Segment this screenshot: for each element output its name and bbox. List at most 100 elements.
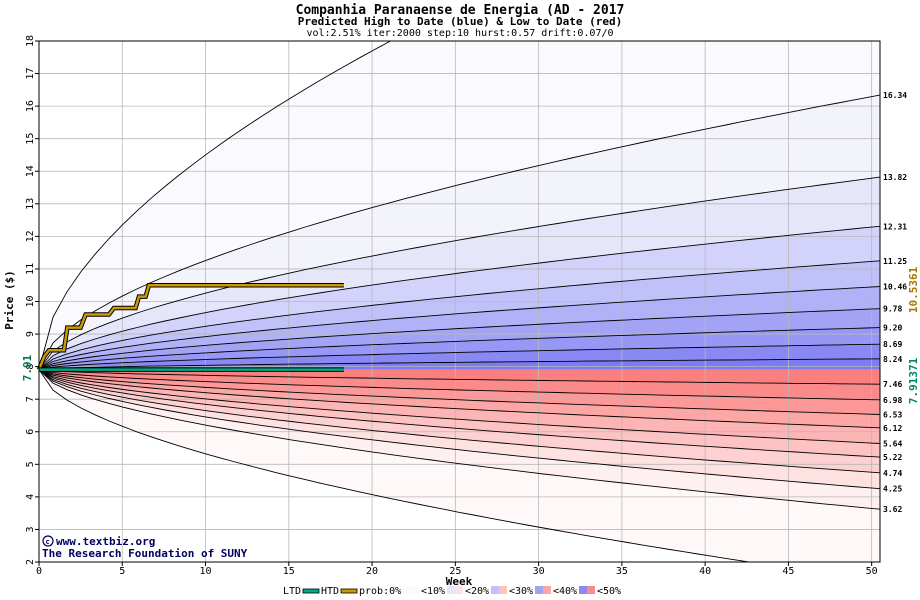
y-tick-label: 16 [25, 100, 36, 112]
legend-prob-1-text: <20% [465, 586, 489, 597]
quantile-end-labels: 8.24 8.69 9.20 9.78 10.46 11.25 12.31 13.82 16.3… [883, 91, 907, 514]
x-tick-label: 35 [616, 566, 628, 577]
quantile-line [39, 41, 392, 370]
quantile-line [39, 369, 880, 490]
legend-prob-2-text: <30% [509, 586, 533, 597]
quantile-line [39, 308, 880, 371]
y-tick-label: 10 [25, 295, 36, 307]
credits: c www.textbiz.org The Research Foundatio… [42, 535, 248, 560]
quantile-line [39, 94, 880, 370]
legend-prob-4-text: <50% [597, 586, 621, 597]
quantile-line [39, 369, 880, 385]
quantile-end-label: 4.25 [883, 485, 902, 494]
high-band-3 [39, 308, 880, 370]
quantile-end-label: 7.46 [883, 380, 902, 389]
low-band-5 [39, 369, 880, 458]
quantile-lines [39, 41, 880, 562]
ltd-end-label: 7.91371 [907, 357, 920, 404]
start-price-label: 7.91 [21, 354, 34, 381]
legend-swatch-2-high [491, 586, 499, 594]
quantile-end-label: 12.31 [883, 222, 907, 231]
x-tick-label: 45 [782, 566, 794, 577]
low-band-2 [39, 369, 880, 415]
legend-prob-0-text: <10% [421, 586, 445, 597]
quantile-end-label: 5.22 [883, 453, 902, 462]
x-tick-label: 30 [533, 566, 545, 577]
high-band-5 [39, 260, 880, 370]
y-tick-label: 6 [25, 429, 36, 435]
legend-ltd-text: LTD [283, 586, 301, 597]
y-axis-label: Price ($) [3, 270, 16, 330]
legend-prob-3-text: <40% [553, 586, 577, 597]
x-tick-label: 40 [699, 566, 711, 577]
legend-swatch-1-high [447, 586, 455, 594]
quantile-end-label: 3.62 [883, 505, 902, 514]
quantile-end-label: 8.24 [883, 355, 902, 364]
quantile-line [39, 225, 880, 370]
legend-prob-text: prob:0% [359, 586, 401, 597]
low-band-3 [39, 369, 880, 428]
quantile-end-label: 9.20 [883, 324, 902, 333]
low-band-6 [39, 369, 880, 473]
x-tick-label: 5 [119, 566, 125, 577]
chart-subtitle: Predicted High to Date (blue) & Low to D… [298, 15, 623, 28]
y-tick-label: 14 [25, 165, 36, 177]
high-band-2 [39, 327, 880, 370]
quantile-end-label: 5.64 [883, 439, 902, 448]
y-tick-label: 12 [25, 230, 36, 242]
quantile-end-label: 10.46 [883, 283, 907, 292]
y-tick-label: 18 [25, 35, 36, 47]
y-tick-label: 15 [25, 133, 36, 145]
quantile-line [39, 369, 880, 415]
htd-series-line [37, 283, 344, 371]
low-band-0 [39, 369, 880, 385]
legend-swatch-4-high [579, 586, 587, 594]
y-tick-label: 3 [25, 526, 36, 532]
legend-htd-text: HTD [321, 586, 339, 597]
quantile-line [39, 369, 880, 474]
y-tick-label: 11 [25, 263, 36, 275]
low-band-1 [39, 369, 880, 400]
x-tick-label: 25 [449, 566, 461, 577]
legend-swatch-2-low [499, 586, 507, 594]
quantile-line [39, 369, 880, 444]
credit-website[interactable]: www.textbiz.org [56, 535, 155, 548]
y-tick-label: 8 [25, 364, 36, 370]
quantile-line [39, 369, 880, 429]
y-tick-label: 17 [25, 68, 36, 80]
probability-bands [39, 41, 880, 562]
quantile-end-label: 16.34 [883, 91, 907, 100]
quantile-end-label: 9.78 [883, 305, 902, 314]
low-band-7 [39, 369, 880, 489]
high-band-6 [39, 226, 880, 370]
y-tick-label: 2 [25, 559, 36, 565]
x-tick-label: 15 [283, 566, 295, 577]
legend: LTD HTD prob:0% <10% <20% <30% <40% <50% [283, 586, 621, 597]
quantile-line [39, 369, 880, 401]
y-tick-label: 13 [25, 198, 36, 210]
quantile-line [39, 369, 880, 510]
legend-swatch-3-high [535, 586, 543, 594]
high-band-8 [39, 95, 880, 370]
quantile-line [39, 369, 752, 562]
quantile-line [39, 358, 880, 371]
legend-swatch-4-low [587, 586, 595, 594]
credit-foundation: The Research Foundation of SUNY [42, 547, 248, 560]
legend-swatch-0-high [403, 586, 411, 594]
x-tick-label: 20 [366, 566, 378, 577]
copyright-letter: c [46, 538, 50, 546]
legend-ltd-swatch [302, 588, 320, 594]
legend-swatch-1-low [455, 586, 463, 594]
y-tick-label: 5 [25, 461, 36, 467]
quantile-end-label: 8.69 [883, 340, 902, 349]
legend-htd-swatch [340, 588, 358, 594]
htd-end-label: 10.5361 [907, 266, 920, 313]
price-series [36, 282, 344, 372]
legend-swatch-0-low [411, 586, 419, 594]
quantile-end-label: 11.25 [883, 257, 907, 266]
copyright-icon [42, 535, 54, 547]
quantile-line [39, 260, 880, 370]
quantile-end-label: 6.98 [883, 396, 902, 405]
low-band-4 [39, 369, 880, 444]
